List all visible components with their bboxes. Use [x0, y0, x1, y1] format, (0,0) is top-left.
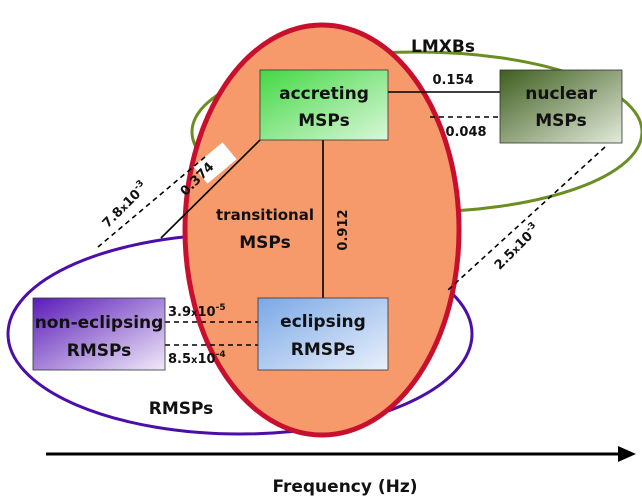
gap-mask	[193, 142, 237, 184]
node-non-eclipsing-line2: RMSPs	[67, 341, 132, 361]
value-ne-top-times: x	[191, 308, 198, 319]
label-transitional-line2: MSPs	[239, 233, 290, 253]
node-non-eclipsing: non-eclipsing RMSPs	[32, 297, 166, 371]
value-ne-bottom-times: x	[191, 355, 198, 366]
label-lmxbs: LMXBs	[411, 37, 475, 57]
value-noneclipsing-eclipsing-top: 3.9x10-5	[168, 303, 226, 320]
node-nuclear-line2: MSPs	[535, 111, 586, 131]
value-accreting-eclipsing: 0.912	[336, 209, 351, 250]
label-transitional-line1: transitional	[216, 206, 314, 224]
value-ne-bottom-exp: -4	[216, 350, 226, 360]
node-eclipsing-line1: eclipsing	[280, 312, 366, 332]
node-eclipsing: eclipsing RMSPs	[257, 297, 389, 371]
value-lmxbs-rmsps-right-exp: -3	[524, 220, 538, 234]
value-lmxbs-rmsps-left-exp: -3	[132, 178, 146, 192]
value-ne-top-mantissa: 3.9	[168, 305, 191, 320]
value-ne-bottom-mantissa: 8.5	[168, 352, 191, 367]
link-lmxbs-rmsps-right	[447, 146, 606, 291]
axis-label: Frequency (Hz)	[272, 477, 417, 497]
node-non-eclipsing-line1: non-eclipsing	[35, 313, 164, 333]
value-accreting-nuclear-dashed: 0.048	[445, 125, 486, 140]
value-lmxbs-rmsps-left: 7.8x10-3	[98, 178, 151, 231]
node-accreting-line1: accreting	[279, 84, 369, 104]
value-accreting-nuclear-solid: 0.154	[432, 73, 473, 88]
label-rmsps: RMSPs	[149, 399, 214, 419]
node-accreting-line2: MSPs	[298, 111, 349, 131]
value-ne-top-base: 10	[197, 305, 215, 320]
frequency-axis	[46, 446, 636, 462]
node-nuclear: nuclear MSPs	[499, 69, 623, 144]
arrowhead-icon	[618, 446, 636, 462]
value-ne-bottom-base: 10	[197, 352, 215, 367]
link-accreting-rmsps	[160, 139, 261, 239]
value-ne-top-exp: -5	[216, 303, 226, 313]
node-eclipsing-line2: RMSPs	[291, 340, 356, 360]
node-accreting: accreting MSPs	[259, 69, 389, 141]
node-nuclear-line1: nuclear	[525, 84, 597, 104]
value-noneclipsing-eclipsing-bottom: 8.5x10-4	[168, 350, 226, 367]
transitional-ellipse	[182, 22, 462, 438]
